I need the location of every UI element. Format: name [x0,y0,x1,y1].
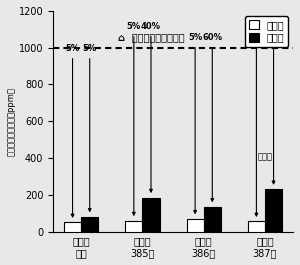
Bar [64,222,81,232]
Y-axis label: 确酸態窒素（乾物中ppm）: 确酸態窒素（乾物中ppm） [7,87,16,156]
Text: 40%: 40% [141,22,161,31]
Text: 5%: 5% [127,22,141,31]
Bar [142,198,160,232]
Text: 5%: 5% [65,44,80,53]
Bar [187,219,204,232]
Legend: 対照区, 被害区: 対照区, 被害区 [245,16,288,46]
Bar [125,220,142,232]
Text: 5%: 5% [188,33,202,42]
Text: 60%: 60% [202,33,222,42]
Text: 40%: 40% [264,33,284,42]
Text: 不稔率: 不稔率 [257,153,272,162]
Text: 5%: 5% [82,44,97,53]
Bar [265,189,282,232]
Text: ⌂  給与制限（姊娠牛）: ⌂ 給与制限（姊娠牛） [118,32,184,42]
Bar [248,222,265,232]
Text: 5%: 5% [249,33,263,42]
Bar [204,207,221,232]
Bar [81,217,98,232]
